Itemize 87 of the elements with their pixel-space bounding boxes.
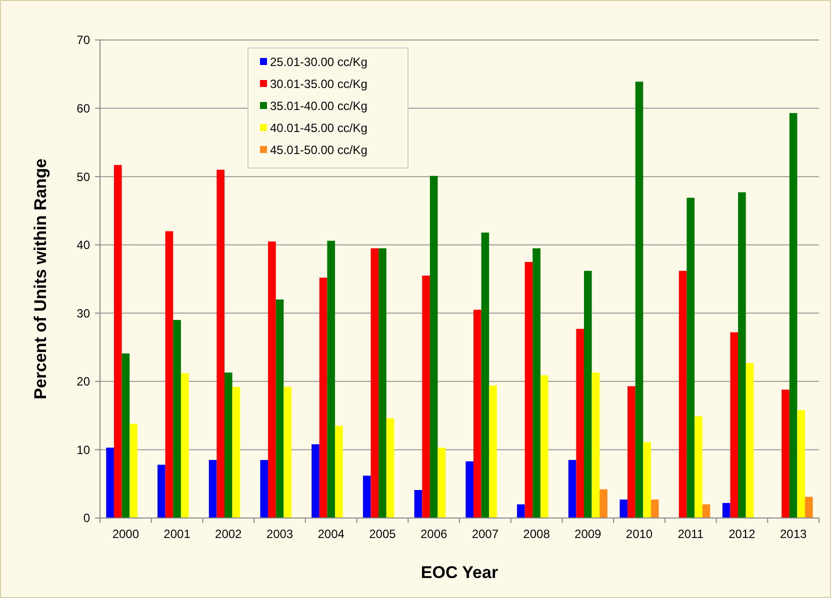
legend-label: 35.01-40.00 cc/Kg [270, 99, 368, 113]
y-tick-label: 60 [76, 101, 90, 116]
bar [600, 489, 608, 518]
bar [517, 504, 525, 518]
bar [628, 386, 636, 518]
y-tick-label: 20 [76, 374, 90, 389]
legend-label: 45.01-50.00 cc/Kg [270, 143, 368, 157]
x-tick-label: 2013 [780, 527, 807, 541]
y-tick-label: 50 [76, 170, 90, 184]
bar [362, 476, 371, 518]
x-tick-label: 2006 [420, 527, 448, 541]
bar [782, 390, 790, 518]
bar [122, 353, 130, 518]
bar [370, 248, 379, 518]
bar [805, 496, 813, 518]
bar [327, 240, 336, 518]
bar [165, 231, 174, 518]
legend-label: 25.01-30.00 cc/Kg [270, 55, 368, 69]
bar [106, 448, 114, 518]
bar [678, 270, 687, 518]
bar [114, 164, 122, 518]
bar [592, 372, 600, 518]
bar [466, 461, 474, 518]
bar [797, 410, 806, 518]
bar [284, 386, 292, 518]
x-tick-label: 2011 [678, 527, 704, 541]
bar [746, 362, 754, 518]
bar [414, 490, 422, 518]
bar [130, 424, 138, 518]
legend-label: 30.01-35.00 cc/Kg [270, 77, 368, 91]
bar [208, 460, 217, 518]
x-tick-label: 2007 [472, 527, 499, 541]
bar [722, 502, 730, 518]
bar [378, 248, 386, 518]
bar [540, 375, 548, 518]
bar [702, 504, 710, 518]
y-tick-label: 30 [76, 306, 90, 320]
y-axis-title: Percent of Units within Range [31, 158, 50, 400]
bar [584, 270, 592, 518]
bar [524, 262, 533, 518]
x-axis-title: EOC Year [420, 563, 498, 582]
bar [650, 500, 659, 518]
bar [532, 248, 540, 518]
bar [620, 500, 628, 518]
bar [180, 373, 189, 518]
bar [568, 460, 576, 518]
x-tick-label: 2003 [266, 527, 294, 541]
bar [481, 232, 490, 518]
y-tick-label: 0 [83, 511, 90, 526]
bar [694, 416, 702, 518]
bar [158, 464, 166, 518]
bar [635, 82, 644, 518]
legend-label: 40.01-45.00 cc/Kg [270, 121, 368, 135]
bar [260, 460, 268, 518]
y-tick-label: 10 [76, 442, 90, 457]
bar [430, 176, 438, 518]
bar [276, 299, 284, 518]
x-tick-label: 2002 [215, 527, 242, 541]
x-tick-label: 2001 [164, 527, 191, 541]
y-tick-label: 40 [76, 238, 90, 252]
x-tick-label: 2010 [626, 527, 653, 541]
bar [789, 113, 798, 518]
x-tick-label: 2012 [728, 527, 756, 541]
bar [319, 278, 328, 518]
bar [643, 442, 651, 518]
y-tick-label: 70 [76, 33, 90, 48]
bar [473, 310, 482, 518]
bar [173, 320, 181, 518]
x-tick-label: 2009 [574, 527, 602, 541]
bar [489, 386, 497, 518]
bar [335, 426, 343, 518]
bar [232, 386, 240, 518]
bar [686, 198, 695, 518]
x-tick-label: 2000 [112, 527, 140, 541]
bar [216, 170, 224, 518]
x-tick-label: 2005 [369, 527, 396, 541]
bar [422, 276, 430, 518]
bar [312, 444, 320, 518]
bar [224, 372, 232, 518]
bar [738, 192, 746, 518]
bar [730, 332, 738, 518]
x-tick-label: 2008 [523, 527, 550, 541]
bar [576, 328, 584, 518]
bar [438, 448, 446, 518]
x-tick-label: 2004 [318, 527, 345, 541]
bar [268, 241, 276, 518]
bar [386, 418, 394, 518]
